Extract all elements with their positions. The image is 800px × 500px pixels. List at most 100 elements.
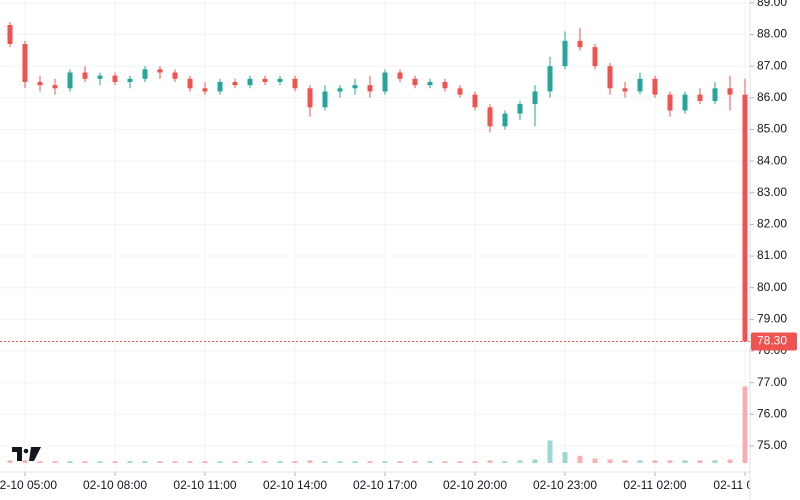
candle-body: [697, 94, 703, 101]
volume-bar: [412, 461, 418, 463]
volume-bar: [232, 461, 238, 463]
volume-bar: [157, 461, 163, 463]
x-tick-label: 02-10 23:00: [533, 478, 597, 492]
candle-body: [112, 75, 118, 82]
y-tick-label: 86.00: [757, 90, 787, 104]
candle-body: [142, 69, 148, 79]
volume-bar: [397, 461, 403, 463]
volume-bar: [97, 461, 103, 463]
candle-body: [682, 94, 688, 111]
volume-bar: [262, 461, 268, 463]
candle-body: [397, 72, 403, 79]
volume-bar: [502, 461, 508, 463]
volume-bar: [172, 461, 178, 463]
candle-body: [547, 66, 553, 92]
volume-bar: [427, 461, 433, 463]
candle-body: [517, 104, 523, 114]
x-tick-label: 02-11 02:00: [623, 478, 686, 492]
volume-bar: [487, 460, 493, 463]
candle-body: [337, 88, 343, 92]
y-tick-label: 83.00: [757, 185, 787, 199]
y-tick-label: 77.00: [757, 375, 787, 389]
candle-body: [97, 75, 103, 79]
volume-bar: [697, 460, 703, 463]
candle-body: [457, 88, 463, 95]
volume-bar: [457, 461, 463, 463]
candle-body: [187, 78, 193, 89]
volume-bar: [37, 461, 43, 463]
volume-bar: [127, 461, 133, 463]
y-tick-label: 85.00: [757, 122, 787, 136]
volume-bar: [367, 461, 373, 463]
y-tick-label: 87.00: [757, 58, 787, 72]
x-tick-label: 02-10 11:00: [173, 478, 236, 492]
grid: [0, 0, 750, 470]
candle-body: [382, 72, 388, 92]
candle-body: [7, 25, 13, 44]
volume-bar: [352, 461, 358, 463]
candle-body: [427, 81, 433, 86]
x-tick-label: 02-10 17:00: [353, 478, 417, 492]
logo: [12, 447, 41, 461]
candle-body: [172, 72, 178, 79]
candle-body: [217, 81, 223, 92]
volume-bar: [742, 386, 748, 463]
y-axis-panel: [750, 0, 800, 500]
candle-body: [22, 43, 28, 82]
volume-bar: [382, 461, 388, 463]
y-tick-label: 81.00: [757, 248, 787, 262]
volume-bar: [727, 459, 733, 463]
volume-bar: [637, 460, 643, 463]
x-axis: 02-10 05:00 02-10 08:00 02-10 11:00 02-10 1…: [0, 472, 776, 492]
volume-bar: [622, 460, 628, 463]
candle-body: [37, 81, 43, 86]
last-price-label: 78.30: [757, 334, 787, 348]
candle-body: [622, 88, 628, 92]
candle-body: [292, 78, 298, 89]
candle-body: [262, 78, 268, 82]
volume-bar: [322, 461, 328, 463]
candle-body: [562, 40, 568, 67]
y-tick-label: 79.00: [757, 312, 787, 326]
candle-body: [592, 47, 598, 67]
candle-body: [82, 72, 88, 79]
candle-body: [487, 107, 493, 127]
x-tick-label: 02-11 05:00: [713, 478, 776, 492]
candle-body: [247, 78, 253, 86]
x-tick-label: 02-10 20:00: [443, 478, 507, 492]
candle-body: [577, 40, 583, 48]
volume-bar: [472, 461, 478, 463]
candle-body: [742, 94, 748, 342]
candle-body: [232, 81, 238, 86]
volume-bar: [202, 461, 208, 463]
x-tick-label: 02-10 14:00: [263, 478, 327, 492]
volume-bar: [22, 460, 28, 463]
volume-bar: [682, 460, 688, 463]
last-price-box: [751, 332, 797, 351]
volume-bar: [607, 459, 613, 463]
volume-bar: [307, 460, 313, 463]
candle-body: [607, 66, 613, 89]
volume-bar: [667, 460, 673, 463]
volume-bar: [517, 460, 523, 463]
volume-pane: [7, 386, 748, 463]
candle-body: [352, 85, 358, 89]
y-tick-label: 80.00: [757, 280, 787, 294]
y-tick-label: 82.00: [757, 217, 787, 231]
y-tick-label: 88.00: [757, 27, 787, 41]
candle-body: [157, 69, 163, 73]
candle-body: [712, 88, 718, 101]
candle-body: [277, 78, 283, 82]
volume-bar: [82, 461, 88, 463]
volume-bar: [652, 460, 658, 463]
volume-bar: [7, 460, 13, 463]
volume-bar: [592, 458, 598, 463]
volume-bar: [547, 440, 553, 463]
volume-bar: [442, 461, 448, 463]
volume-bar: [112, 461, 118, 463]
y-tick-label: 76.00: [757, 406, 787, 420]
y-tick-label: 84.00: [757, 153, 787, 167]
candle-body: [442, 81, 448, 89]
volume-bar: [532, 459, 538, 463]
